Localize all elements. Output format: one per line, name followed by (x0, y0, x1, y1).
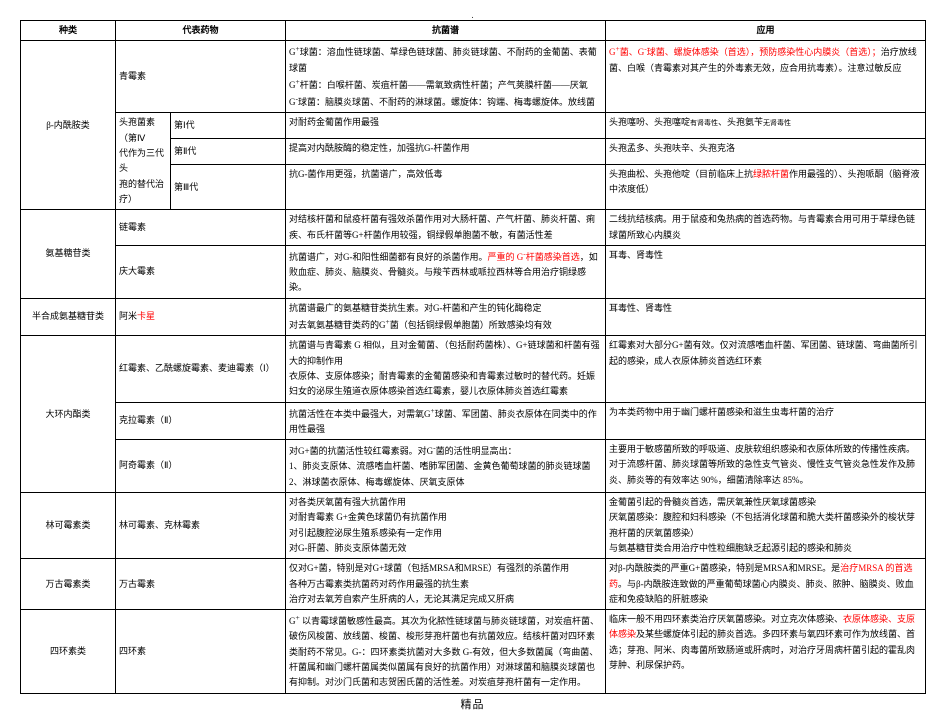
table-cell: 对结核杆菌和鼠疫杆菌有强效杀菌作用对大肠杆菌、产气杆菌、肺炎杆菌、痢疾、布氏杆菌… (286, 210, 606, 246)
table-cell: 金葡菌引起的骨髓炎首选，需厌氧兼性厌氧球菌感染厌氧菌感染：腹腔和妇科感染（不包括… (606, 493, 926, 559)
top-marker: . (20, 10, 925, 20)
table-cell: 阿米卡星 (116, 298, 286, 336)
table-cell: 链霉素 (116, 210, 286, 246)
table-cell: 氨基糖苷类 (21, 210, 116, 298)
table-cell: 二线抗结核病。用于鼠疫和兔热病的首选药物。与青霉素合用可用于草绿色链球菌所致心内… (606, 210, 926, 246)
table-cell: 阿奇霉素（Ⅱ） (116, 440, 286, 493)
table-cell: 半合成氨基糖苷类 (21, 298, 116, 336)
table-cell: 大环内酯类 (21, 336, 116, 493)
table-cell: G+菌、G-球菌、螺旋体感染（首选），预防感染性心内膜炎（首选）；治疗放线菌、白… (606, 41, 926, 113)
table-cell: 耳毒性、肾毒性 (606, 298, 926, 336)
table-cell: 头孢噻吩、头孢噻啶有肾毒性、头孢氨苄无肾毒性 (606, 113, 926, 139)
table-cell: 抗G-菌作用更强，抗菌谱广，高效低毒 (286, 165, 606, 210)
table-cell: 克拉霉素（Ⅱ） (116, 402, 286, 440)
table-cell: G+ 以青霉球菌敏感性最高。其次为化脓性链球菌与肺炎链球菌，对炭疽杆菌、破伤风梭… (286, 610, 606, 693)
table-cell: 万古霉素类 (21, 559, 116, 610)
table-cell: 万古霉素 (116, 559, 286, 610)
page-footer: 精品 (20, 696, 925, 712)
col-header: 代表药物 (116, 21, 286, 41)
table-cell: 第Ⅰ代 (171, 113, 286, 139)
table-cell: 红霉素、乙酰螺旋霉素、麦迪霉素（Ⅰ） (116, 336, 286, 402)
table-cell: 四环素 (116, 610, 286, 693)
table-cell: 头孢曲松、头孢他啶（目前临床上抗绿脓杆菌作用最强的）、头孢哌酮（脑脊液中浓度低） (606, 165, 926, 210)
table-cell: 四环素类 (21, 610, 116, 693)
table-cell: β-内酰胺类 (21, 41, 116, 210)
table-cell: 第Ⅱ代 (171, 139, 286, 165)
table-cell: 为本类药物中用于幽门螺杆菌感染和滋生虫毒杆菌的治疗 (606, 402, 926, 440)
table-cell: 对β-内酰胺类的严重G+菌感染，特别是MRSA和MRSE。是治疗MRSA 的首选… (606, 559, 926, 610)
table-cell: 仅对G+菌，特别是对G+球菌（包括MRSA和MRSE）有强烈的杀菌作用各种万古霉… (286, 559, 606, 610)
table-cell: G+球菌：溶血性链球菌、草绿色链球菌、肺炎链球菌、不耐药的金葡菌、表葡球菌G+杆… (286, 41, 606, 113)
table-cell: 抗菌谱广，对G-和阳性细菌都有良好的杀菌作用。严重的 G-杆菌感染首选，如败血症… (286, 245, 606, 298)
table-cell: 抗菌谱与青霉素 G 相似，且对金葡菌、（包括耐药菌株）、G+链球菌和杆菌有强大的… (286, 336, 606, 402)
table-cell: 耳毒、肾毒性 (606, 245, 926, 298)
table-cell: 提高对内酰胺酶的稳定性，加强抗G-杆菌作用 (286, 139, 606, 165)
table-cell: 林可霉素、克林霉素 (116, 493, 286, 559)
table-cell: 抗菌谱最广的氨基糖苷类抗生素。对G-杆菌和产生的钝化酶稳定对去氧氨基糖苷类药的G… (286, 298, 606, 336)
table-cell: 对G+菌的抗菌活性较红霉素弱。对G-菌的活性明显高出：1、肺炎支原体、流感嗜血杆… (286, 440, 606, 493)
col-header: 应用 (606, 21, 926, 41)
table-cell: 第Ⅲ代 (171, 165, 286, 210)
table-cell: 临床一般不用四环素类治疗厌氧菌感染。对立克次体感染、衣原体感染、支原体感染及某些… (606, 610, 926, 693)
table-cell: 头孢孟多、头孢呋辛、头孢克洛 (606, 139, 926, 165)
table-cell: 林可霉素类 (21, 493, 116, 559)
table-cell: 对各类厌氧菌有强大抗菌作用对耐青霉素 G+金黄色球菌仍有抗菌作用对引起腹腔泌尿生… (286, 493, 606, 559)
antibiotics-table: 种类代表药物抗菌谱应用 β-内酰胺类青霉素G+球菌：溶血性链球菌、草绿色链球菌、肺… (20, 20, 926, 694)
table-cell: 红霉素对大部分G+菌有效。仅对流感嗜血杆菌、军团菌、链球菌、弯曲菌所引起的感染，… (606, 336, 926, 402)
table-cell: 头孢菌素（第Ⅳ代作为三代头孢的替代治疗） (116, 113, 171, 210)
col-header: 抗菌谱 (286, 21, 606, 41)
table-cell: 对耐药金葡菌作用最强 (286, 113, 606, 139)
table-cell: 青霉素 (116, 41, 286, 113)
col-header: 种类 (21, 21, 116, 41)
table-cell: 主要用于敏感菌所致的呼吸道、皮肤软组织感染和衣原体所致的传播性疾病。对于流感杆菌… (606, 440, 926, 493)
table-cell: 抗菌活性在本类中最强大，对需氧G+球菌、军团菌、肺炎衣原体在同类中的作用性最强 (286, 402, 606, 440)
table-cell: 庆大霉素 (116, 245, 286, 298)
